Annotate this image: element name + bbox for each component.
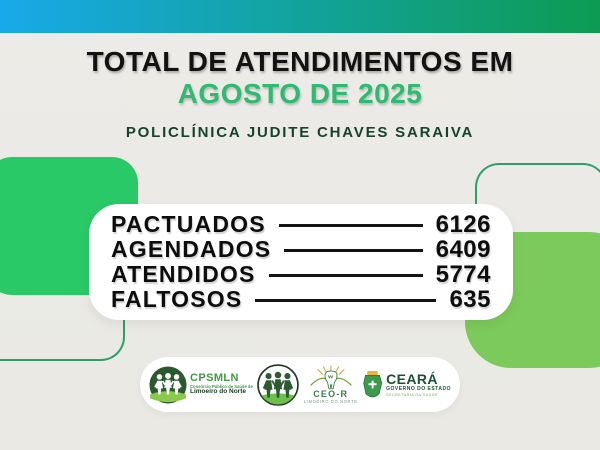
stat-value: 5774 [435, 260, 491, 288]
cpsmln-text: CPSMLN Consórcio Público de Saúde de Lim… [190, 373, 253, 396]
ceara-subtitle: GOVERNO DO ESTADO [386, 385, 451, 392]
ceara-title: CEARÁ [386, 371, 438, 388]
cpsmln-line2: Limoeiro do Norte [190, 388, 246, 396]
stat-label: PACTUADOS [111, 211, 266, 237]
stat-row-agendados: AGENDADOS 6409 [111, 235, 491, 263]
stat-value: 6409 [435, 235, 491, 263]
stat-row-faltosos: FALTOSOS 635 [111, 285, 491, 313]
logo-bar: CPSMLN Consórcio Público de Saúde de Lim… [140, 357, 460, 412]
stat-row-pactuados: PACTUADOS 6126 [111, 210, 491, 238]
page-title-line2: AGOSTO DE 2025 [177, 78, 423, 109]
stat-label: FALTOSOS [111, 286, 243, 312]
clinic-name: POLICLÍNICA JUDITE CHAVES SARAIVA [125, 124, 475, 141]
decorative-outline-bottom-left [0, 288, 125, 361]
decorative-outline-top-right [475, 163, 600, 237]
cpsmln-title: CPSMLN [190, 372, 239, 385]
stat-label: AGENDADOS [111, 236, 272, 262]
ceara-logo: CEARÁ GOVERNO DO ESTADO SECRETARIA DA SA… [362, 370, 451, 399]
stat-row-atendidos: ATENDIDOS 5774 [111, 260, 491, 288]
cpsmln-line1: Consórcio Público de Saúde de [190, 383, 253, 389]
people-circle-logo [257, 363, 300, 406]
ceor-subtitle: LIMOEIRO DO NORTE [303, 399, 358, 405]
ceara-text: CEARÁ GOVERNO DO ESTADO SECRETARIA DA SA… [386, 372, 451, 397]
ceor-logo: CEO-R LIMOEIRO DO NORTE [304, 365, 358, 405]
stats-card: PACTUADOS 6126 AGENDADOS 6409 ATENDIDOS … [89, 204, 513, 320]
stat-connector-line [255, 299, 437, 302]
people-circle-icon [149, 365, 187, 404]
stat-connector-line [278, 224, 423, 227]
people-circle-icon [257, 363, 300, 406]
stat-connector-line [284, 249, 423, 252]
top-gradient-bar [0, 0, 600, 33]
cpsmln-logo: CPSMLN Consórcio Público de Saúde de Lim… [149, 365, 253, 404]
page-title-line1: TOTAL DE ATENDIMENTOS EM [86, 46, 514, 77]
ceor-title: CEO-R [313, 388, 349, 399]
ceara-tagline: SECRETARIA DA SAÚDE [386, 392, 438, 397]
stat-value: 6126 [435, 210, 491, 238]
ceara-crest-icon [363, 370, 383, 397]
stat-label: ATENDIDOS [111, 261, 256, 287]
stat-connector-line [268, 274, 423, 277]
stat-value: 635 [449, 285, 491, 313]
tooth-rays-icon [309, 365, 352, 390]
